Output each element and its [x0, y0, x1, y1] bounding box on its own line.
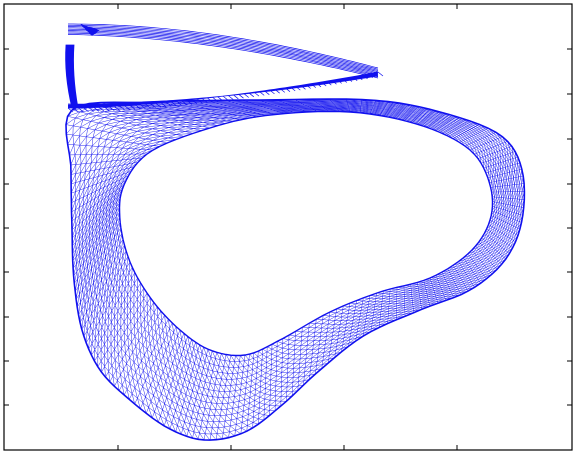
- ring-outer-edge: [65, 98, 526, 441]
- lobe-mesh-path: [67, 23, 384, 113]
- lobe-left-edge: [65, 44, 79, 109]
- ring-inner-edge: [118, 110, 494, 357]
- y-ticks: [4, 48, 572, 406]
- ring-mesh-path: [65, 98, 525, 441]
- lobe-top-spike: [80, 24, 100, 36]
- x-ticks: [117, 4, 458, 450]
- top-lobe-wireframe: [65, 23, 384, 113]
- plot-frame: [3, 3, 573, 451]
- mesh-wireframe: [65, 98, 526, 441]
